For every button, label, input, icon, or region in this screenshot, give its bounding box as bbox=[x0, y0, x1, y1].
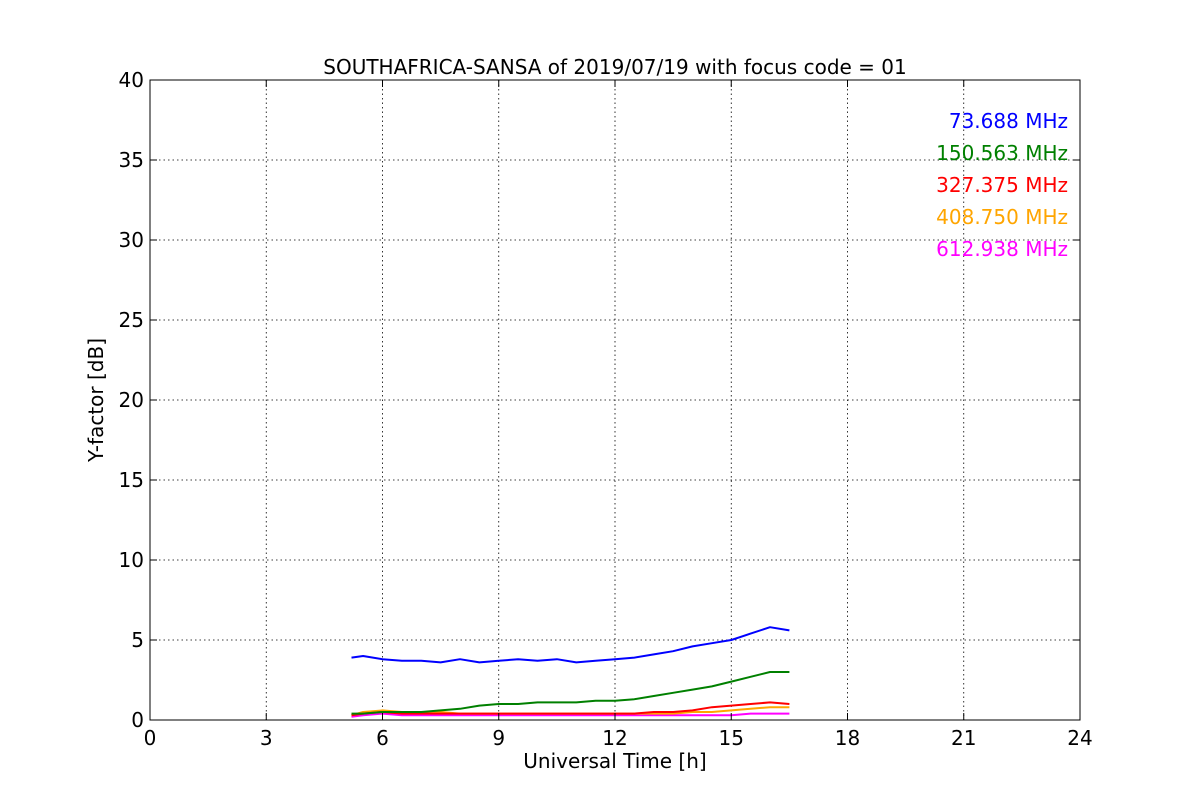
legend-entry: 612.938 MHz bbox=[936, 237, 1068, 261]
series-line-150-563-mhz bbox=[351, 671, 790, 715]
legend-entry: 327.375 MHz bbox=[936, 173, 1068, 197]
series-line-73-688-mhz bbox=[351, 626, 790, 664]
plot-series bbox=[351, 626, 790, 718]
x-tick-label: 15 bbox=[719, 726, 744, 750]
grid bbox=[150, 80, 1080, 720]
x-tick-label: 12 bbox=[602, 726, 627, 750]
y-tick-label: 10 bbox=[119, 548, 144, 572]
axis-ticks: 0 3 6 9 12 15 18 21 24 0 5 10 15 20 25 30 35 40 bbox=[119, 68, 1093, 750]
series-line-327-375-mhz bbox=[351, 701, 790, 717]
y-tick-label: 0 bbox=[131, 708, 144, 732]
y-tick-label: 25 bbox=[119, 308, 144, 332]
legend: 73.688 MHz 150.563 MHz 327.375 MHz 408.750 … bbox=[936, 109, 1068, 261]
legend-entry: 73.688 MHz bbox=[949, 109, 1068, 133]
x-tick-label: 24 bbox=[1067, 726, 1092, 750]
y-tick-label: 5 bbox=[131, 628, 144, 652]
x-tick-label: 9 bbox=[492, 726, 505, 750]
y-axis-label: Y-factor [dB] bbox=[84, 338, 108, 463]
x-tick-label: 6 bbox=[376, 726, 389, 750]
x-tick-label: 21 bbox=[951, 726, 976, 750]
y-tick-label: 20 bbox=[119, 388, 144, 412]
y-tick-label: 40 bbox=[119, 68, 144, 92]
y-tick-label: 15 bbox=[119, 468, 144, 492]
x-tick-label: 3 bbox=[260, 726, 273, 750]
x-tick-label: 18 bbox=[835, 726, 860, 750]
legend-entry: 408.750 MHz bbox=[936, 205, 1068, 229]
chart-title: SOUTHAFRICA-SANSA of 2019/07/19 with foc… bbox=[323, 55, 907, 79]
y-tick-label: 30 bbox=[119, 228, 144, 252]
x-tick-label: 0 bbox=[144, 726, 157, 750]
legend-entry: 150.563 MHz bbox=[936, 141, 1068, 165]
x-axis-label: Universal Time [h] bbox=[523, 749, 706, 773]
y-tick-label: 35 bbox=[119, 148, 144, 172]
series-line-612-938-mhz bbox=[351, 712, 790, 718]
